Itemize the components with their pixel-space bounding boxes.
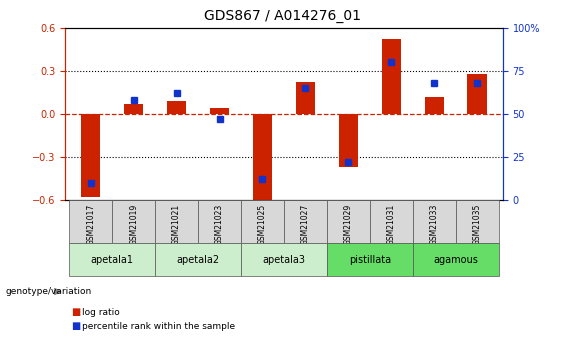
Bar: [412, 243, 498, 276]
Bar: [112, 200, 155, 243]
Text: GSM21033: GSM21033: [429, 204, 438, 245]
Bar: [370, 200, 412, 243]
Text: genotype/variation: genotype/variation: [6, 287, 92, 296]
Text: GSM21031: GSM21031: [386, 204, 396, 245]
Text: GSM21027: GSM21027: [301, 204, 310, 245]
Bar: [69, 200, 112, 243]
Text: GSM21025: GSM21025: [258, 204, 267, 245]
Bar: [167, 101, 186, 114]
Bar: [327, 243, 412, 276]
Bar: [210, 108, 229, 114]
Bar: [338, 114, 358, 167]
Text: pistillata: pistillata: [349, 255, 391, 265]
Bar: [284, 200, 327, 243]
Bar: [381, 39, 401, 114]
Text: apetala3: apetala3: [262, 255, 306, 265]
Bar: [455, 200, 498, 243]
Bar: [467, 73, 487, 114]
Bar: [155, 243, 241, 276]
Text: GDS867 / A014276_01: GDS867 / A014276_01: [204, 9, 361, 23]
Text: GSM21023: GSM21023: [215, 204, 224, 245]
Bar: [69, 243, 155, 276]
Bar: [81, 114, 101, 197]
Text: log ratio: log ratio: [82, 308, 120, 317]
Bar: [412, 200, 455, 243]
Bar: [253, 114, 272, 203]
Bar: [295, 82, 315, 114]
Bar: [155, 200, 198, 243]
Text: ■: ■: [71, 307, 80, 317]
Text: ■: ■: [71, 321, 80, 331]
Bar: [327, 200, 370, 243]
Text: GSM21035: GSM21035: [472, 204, 481, 245]
Bar: [124, 104, 144, 114]
Bar: [198, 200, 241, 243]
Text: apetala2: apetala2: [176, 255, 220, 265]
Text: percentile rank within the sample: percentile rank within the sample: [82, 322, 235, 331]
Text: GSM21029: GSM21029: [344, 204, 353, 245]
Text: agamous: agamous: [433, 255, 478, 265]
Bar: [424, 97, 444, 114]
Text: GSM21019: GSM21019: [129, 204, 138, 245]
Bar: [241, 200, 284, 243]
Bar: [241, 243, 327, 276]
Text: GSM21021: GSM21021: [172, 204, 181, 245]
Text: GSM21017: GSM21017: [86, 204, 95, 245]
Text: apetala1: apetala1: [91, 255, 134, 265]
